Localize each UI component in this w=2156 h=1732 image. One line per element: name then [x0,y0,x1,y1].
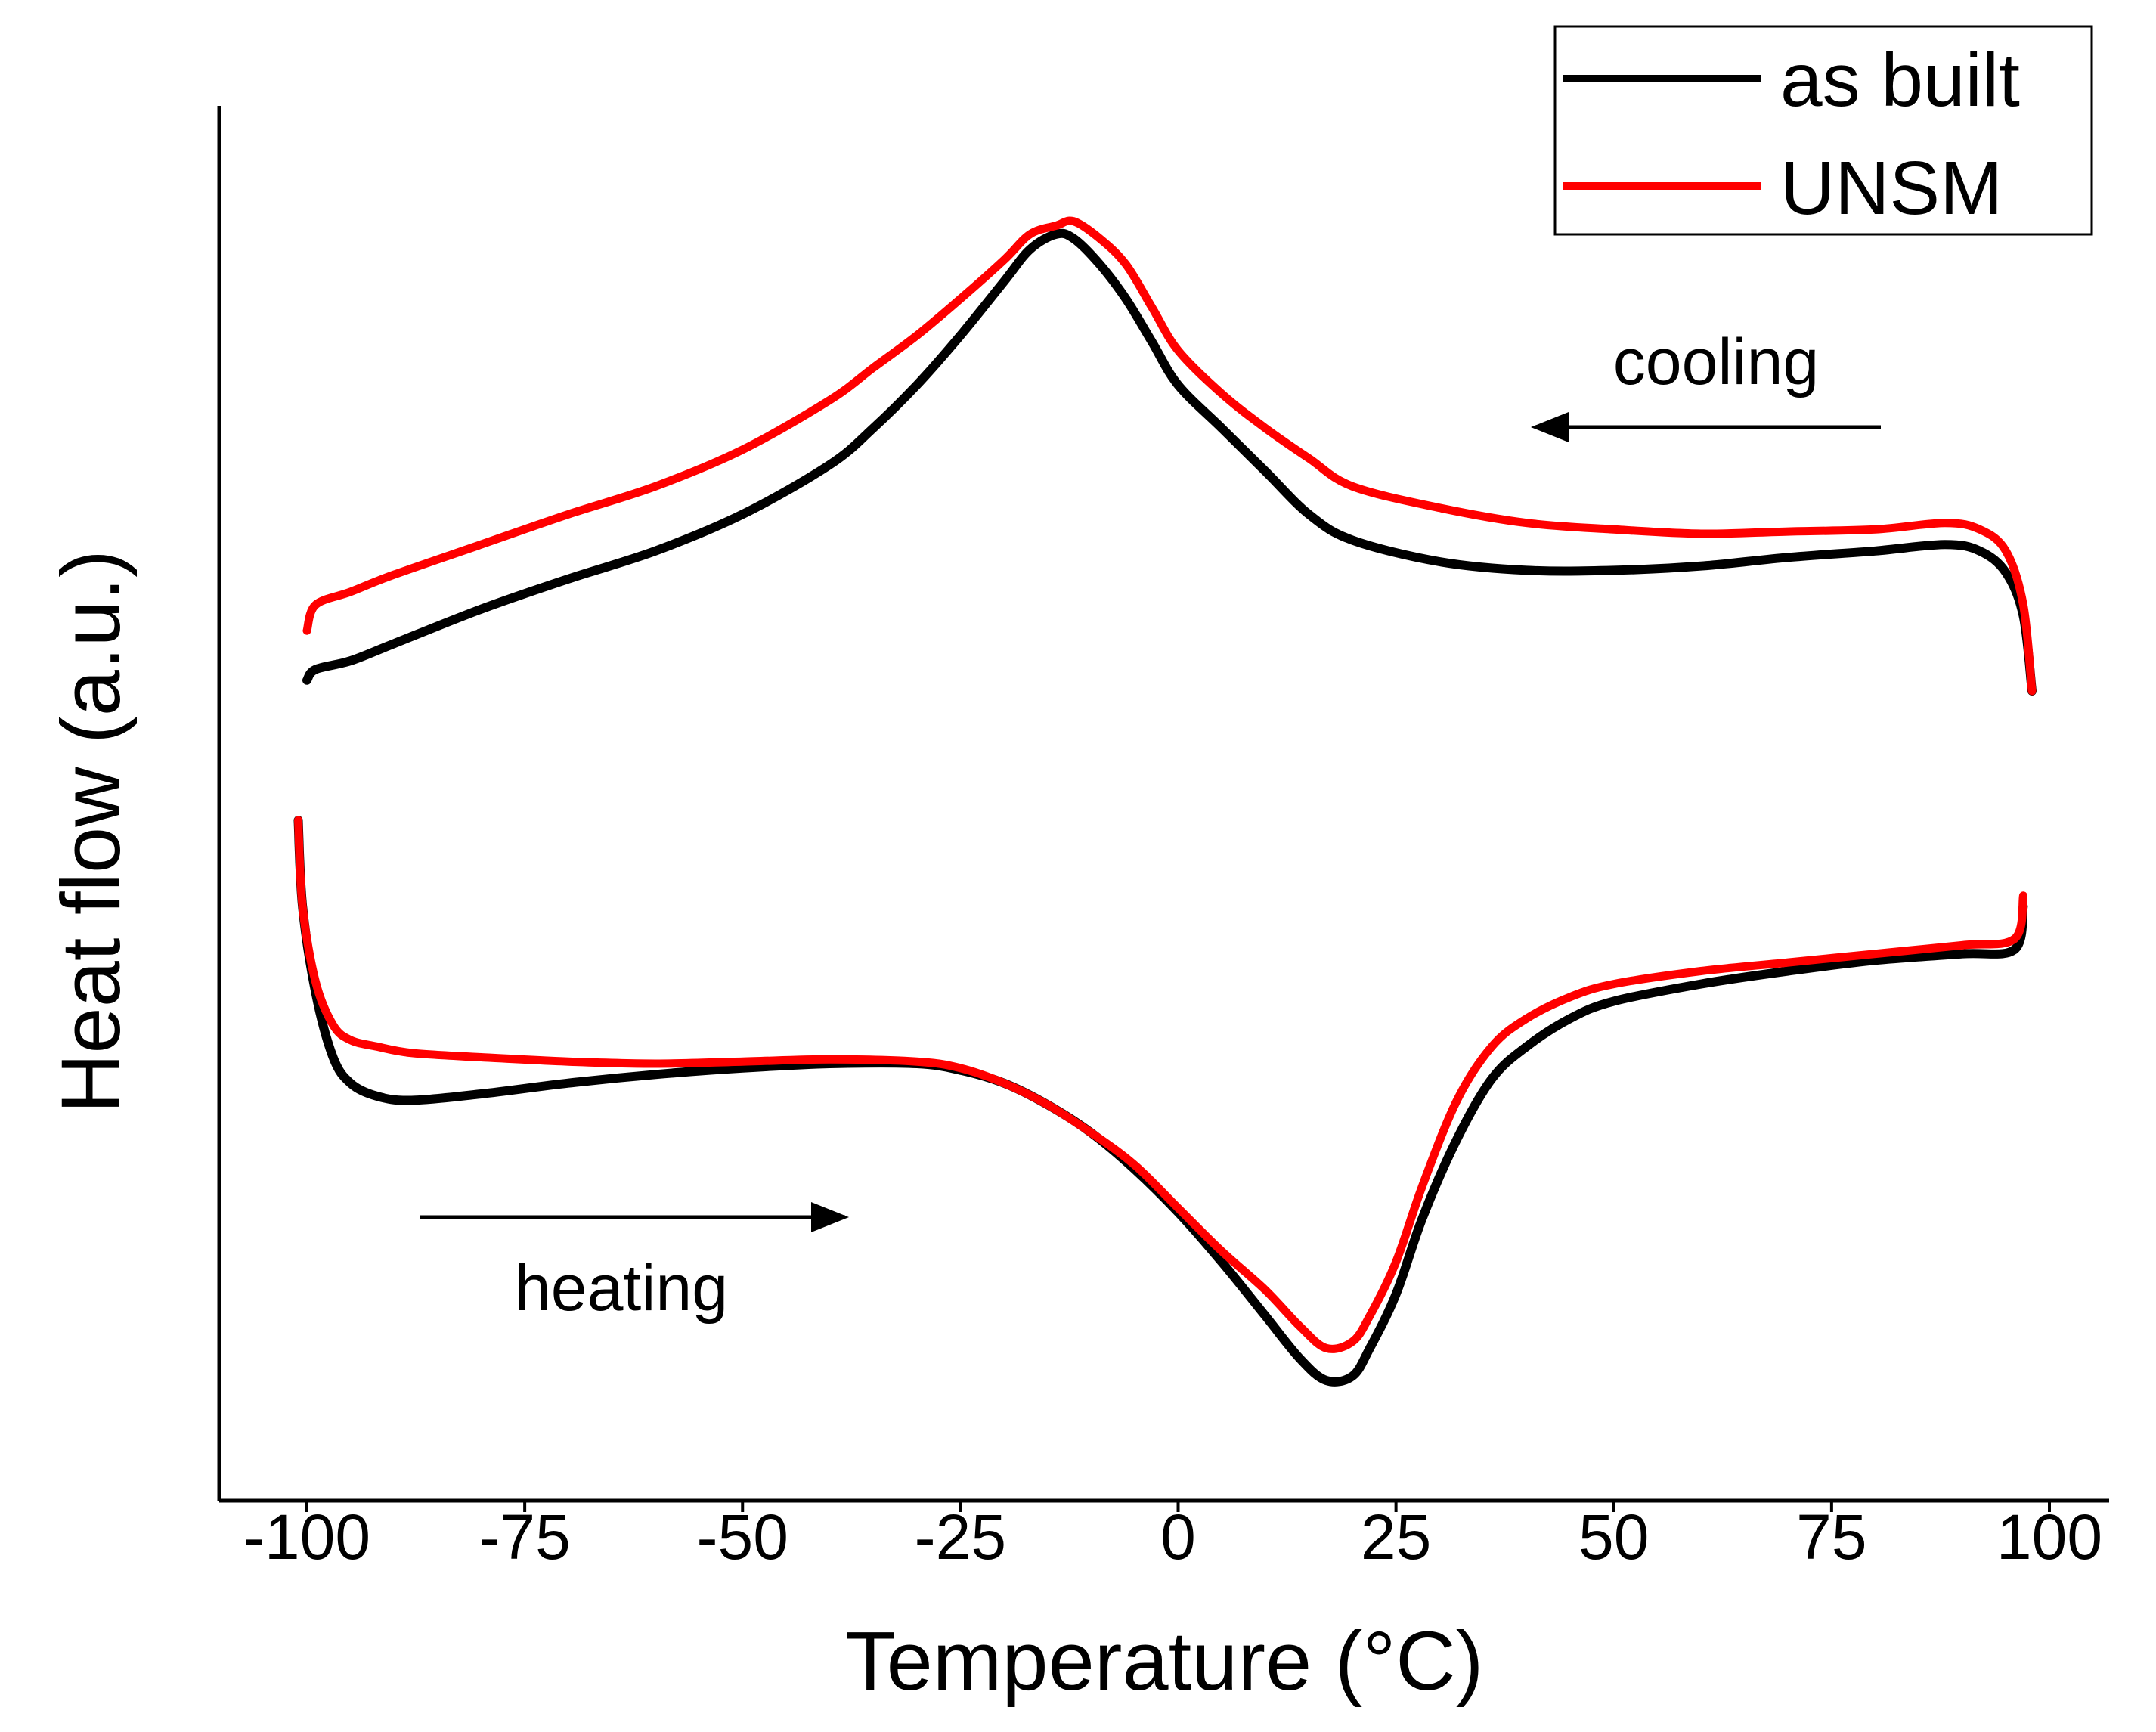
x-ticks: -100 -75 -50 -25 0 25 50 75 100 [243,1501,2102,1572]
x-tick-label: 100 [1996,1501,2102,1572]
legend-label-unsm: UNSM [1780,146,2003,231]
x-tick-label: -50 [697,1501,788,1572]
x-tick-label: -25 [915,1501,1006,1572]
cooling-annotation: cooling [1613,326,1820,398]
heating-annotation: heating [515,1252,728,1325]
x-tick-label: 25 [1361,1501,1431,1572]
x-tick-label: -100 [243,1501,370,1572]
x-axis-title: Temperature (°C) [845,1615,1484,1708]
x-tick-label: 50 [1578,1501,1649,1572]
y-axis-title: Heat flow (a.u.) [45,550,138,1114]
series-line-unsm-cooling [302,216,2037,696]
series-line-as-built-cooling [302,228,2037,696]
legend: as built UNSM [1553,25,2093,236]
x-tick-label: 75 [1796,1501,1866,1572]
legend-box [1553,25,2093,236]
series-line-unsm-heating [294,816,2027,1353]
x-tick-label: 0 [1160,1501,1196,1572]
series-layer [293,216,2037,1387]
x-tick-label: -75 [479,1501,570,1572]
legend-label-as-built: as built [1780,38,2020,122]
